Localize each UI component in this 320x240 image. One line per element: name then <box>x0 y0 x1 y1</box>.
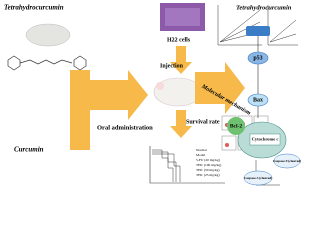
arrow <box>170 46 192 74</box>
title: Tetrahydrocurcumin <box>236 4 292 11</box>
node <box>243 170 273 186</box>
survival-axes <box>149 146 225 184</box>
node <box>247 93 269 107</box>
page: Tetrahydrocurcumin Oral administration C… <box>4 3 301 186</box>
label: Injection <box>160 63 184 69</box>
line-chart <box>267 5 298 46</box>
arrow <box>88 70 148 120</box>
legend-entry: 5-FU (20 mg/kg) <box>196 158 221 162</box>
arrow <box>170 110 192 138</box>
label: H22 cells <box>167 37 191 43</box>
line-chart <box>217 5 262 46</box>
arrow <box>195 62 245 114</box>
structure <box>7 55 87 71</box>
legend-entry: Model <box>196 153 205 157</box>
node <box>249 133 281 146</box>
node-label: Cytochrome c <box>252 137 279 142</box>
node <box>273 153 301 169</box>
legend-entry: THC (100 mg/kg) <box>196 163 222 167</box>
mouse-image <box>156 82 164 90</box>
node-label: Bax <box>253 97 263 103</box>
node <box>227 117 245 135</box>
label: Curcumin <box>14 146 44 154</box>
label: Oral administration <box>97 124 153 131</box>
legend-entry: THC (25 mg/kg) <box>196 173 220 177</box>
cells-image <box>165 8 200 26</box>
arrow <box>70 70 90 150</box>
graphical-abstract: Tetrahydrocurcumin Oral administration C… <box>4 3 301 186</box>
node-label: Bcl-2 <box>230 123 242 129</box>
node-label: Caspase-9 (cleaved) <box>273 159 301 163</box>
pathway-labels: p53 Bax Bcl-2 Cytochrome c Caspase-9 (cleave… <box>230 55 301 179</box>
label: Survival rate <box>186 119 220 125</box>
pathway-box <box>246 26 270 36</box>
legend-entry: THC (50 mg/kg) <box>196 168 220 172</box>
node <box>247 51 269 65</box>
legend-entry: Normal <box>196 148 207 152</box>
node-label: Caspase-3 (cleaved) <box>244 176 273 180</box>
survival-curves <box>152 149 181 182</box>
title: Tetrahydrocurcumin <box>4 4 64 12</box>
powder-image <box>25 23 71 47</box>
node-label: p53 <box>253 55 262 61</box>
